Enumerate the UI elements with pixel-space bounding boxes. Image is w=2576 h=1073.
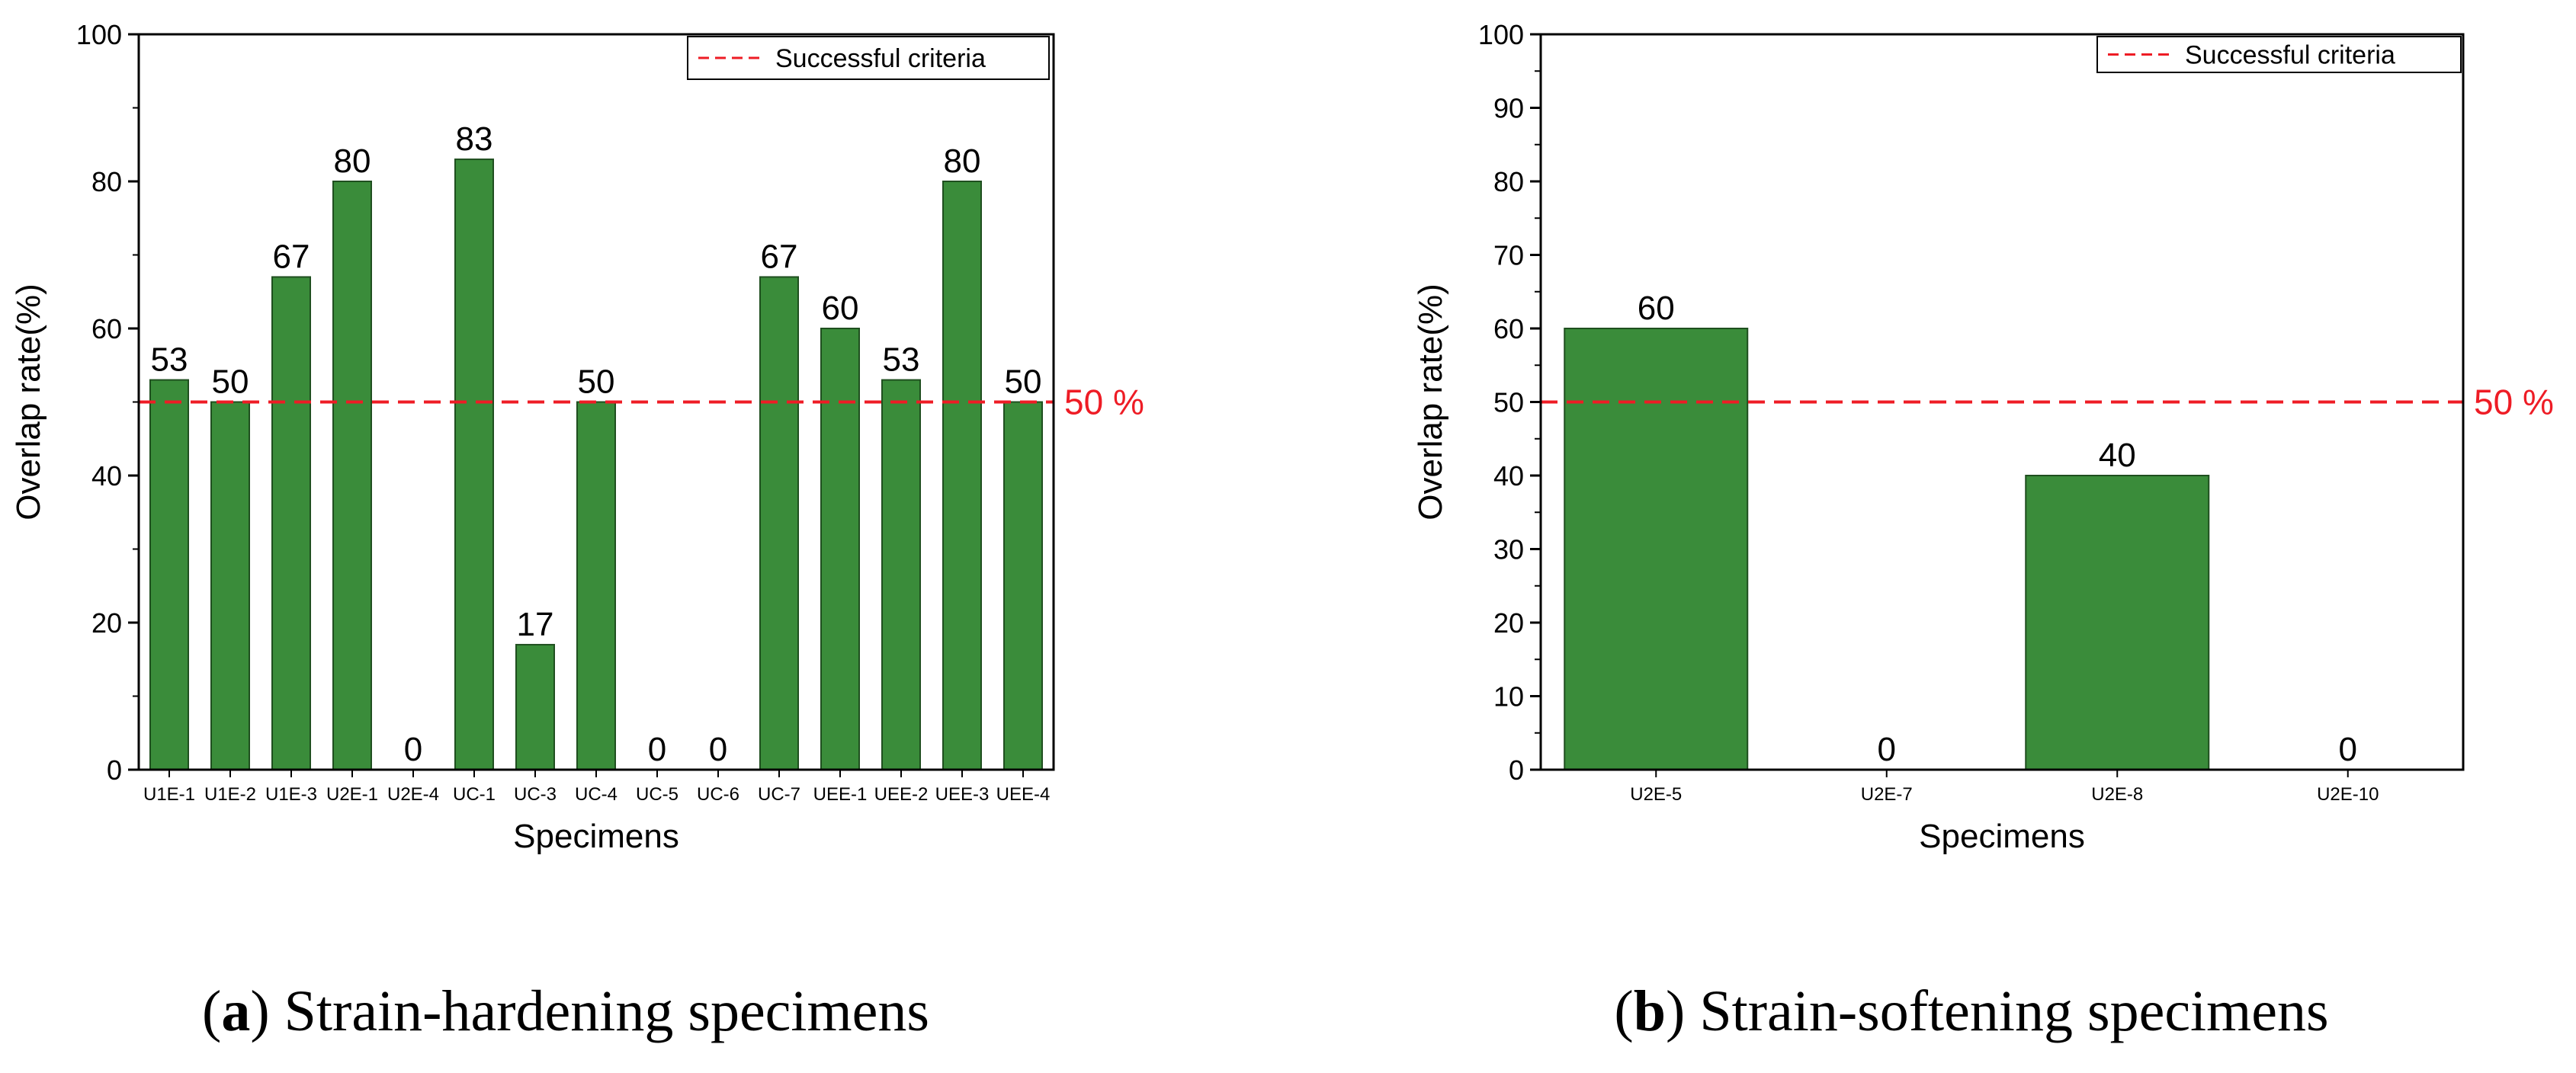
x-tick-label: UEE-4 xyxy=(996,784,1051,805)
y-tick-label: 40 xyxy=(1493,460,1524,492)
value-label: 50 xyxy=(1005,364,1042,401)
bar-uc-3 xyxy=(515,643,555,771)
y-tick-label: 30 xyxy=(1493,534,1524,565)
y-tick-label: 0 xyxy=(107,754,122,786)
value-label: 67 xyxy=(273,238,310,275)
panel-a: 53 50 67 80 0 83 17 50 0 0 67 60 53 80 50 50 % 0 20 40 60 80… xyxy=(10,19,1144,1043)
caption-paren-close: ) xyxy=(250,979,284,1043)
value-label: 53 xyxy=(151,341,188,379)
y-tick-label: 90 xyxy=(1493,93,1524,124)
value-label: 0 xyxy=(1878,731,1896,768)
x-tick-label: UC-4 xyxy=(575,784,618,805)
bar-u2e-1 xyxy=(332,181,372,770)
y-tick-label: 100 xyxy=(76,19,122,50)
x-tick-label: UC-1 xyxy=(453,784,496,805)
value-label: 50 xyxy=(578,364,615,401)
x-axis-title: Specimens xyxy=(513,818,679,855)
y-tick-label: 50 xyxy=(1493,387,1524,418)
caption-text: Strain-softening specimens xyxy=(1699,979,2328,1043)
value-label: 53 xyxy=(883,341,920,379)
value-label: 80 xyxy=(944,143,981,180)
x-tick-label: U2E-1 xyxy=(326,784,378,805)
y-tick-label: 60 xyxy=(91,313,122,344)
x-axis-title: Specimens xyxy=(1919,818,2085,855)
value-label: 0 xyxy=(2339,731,2357,768)
value-label: 0 xyxy=(404,731,422,768)
panel-b: 60 0 40 0 50 % 0 10 20 30 40 50 60 70 80 90 100 U2E-5 U2E… xyxy=(1412,19,2554,1043)
x-tick-label: U1E-1 xyxy=(143,784,195,805)
x-tick-label: U2E-10 xyxy=(2317,784,2379,805)
caption-letter: b xyxy=(1634,979,1666,1043)
y-tick-label: 40 xyxy=(91,460,122,492)
y-tick-label: 60 xyxy=(1493,313,1524,344)
bar-uc-7 xyxy=(759,276,799,770)
y-tick-label: 80 xyxy=(91,166,122,197)
y-tick-label: 70 xyxy=(1493,240,1524,271)
caption-paren-open: ( xyxy=(202,979,221,1043)
bar-u1e-3 xyxy=(271,276,311,770)
panel-caption: (b) Strain-softening specimens xyxy=(1614,979,2328,1043)
y-tick-label: 0 xyxy=(1509,754,1524,786)
y-tick-label: 20 xyxy=(91,607,122,639)
bar-u2e-8 xyxy=(2025,475,2210,770)
value-label: 0 xyxy=(648,731,666,768)
x-tick-label: UC-3 xyxy=(514,784,557,805)
criteria-label: 50 % xyxy=(2474,383,2554,422)
caption-paren-open: ( xyxy=(1614,979,1633,1043)
x-tick-label: U2E-4 xyxy=(387,784,439,805)
bar-uc-1 xyxy=(454,159,494,771)
x-tick-label: U2E-8 xyxy=(2091,784,2143,805)
value-label: 80 xyxy=(334,143,371,180)
x-tick-label: U1E-2 xyxy=(204,784,256,805)
value-label: 17 xyxy=(517,606,554,643)
bar-uee-3 xyxy=(942,181,982,770)
value-label: 83 xyxy=(456,120,493,158)
legend-label: Successful criteria xyxy=(2185,41,2395,70)
bar-u1e-2 xyxy=(210,401,250,770)
value-label: 50 xyxy=(212,364,249,401)
bar-uee-4 xyxy=(1003,401,1043,770)
value-label: 67 xyxy=(761,238,798,275)
x-tick-label: UC-7 xyxy=(758,784,800,805)
x-tick-label: UEE-3 xyxy=(935,784,990,805)
bar-u1e-1 xyxy=(149,379,189,770)
bar-uee-1 xyxy=(820,328,860,770)
value-label: 60 xyxy=(822,290,859,327)
x-tick-label: UEE-1 xyxy=(813,784,868,805)
caption-letter: a xyxy=(221,979,250,1043)
x-tick-label: U2E-7 xyxy=(1861,784,1913,805)
legend-box xyxy=(2096,36,2462,73)
bar-uee-2 xyxy=(881,379,921,770)
value-label: 0 xyxy=(709,731,727,768)
x-tick-label: UC-5 xyxy=(636,784,678,805)
y-tick-label: 80 xyxy=(1493,166,1524,197)
y-axis-title: Overlap rate(%) xyxy=(10,283,47,520)
legend-box xyxy=(687,36,1050,80)
value-label: 40 xyxy=(2099,437,2136,474)
panel-caption: (a) Strain-hardening specimens xyxy=(202,979,929,1043)
x-tick-label: U1E-3 xyxy=(265,784,317,805)
criteria-label: 50 % xyxy=(1064,383,1144,422)
y-tick-label: 10 xyxy=(1493,681,1524,713)
legend-label: Successful criteria xyxy=(775,44,986,73)
bar-uc-4 xyxy=(576,401,616,770)
y-tick-label: 20 xyxy=(1493,607,1524,639)
x-tick-label: U2E-5 xyxy=(1630,784,1682,805)
caption-text: Strain-hardening specimens xyxy=(284,979,929,1043)
x-tick-label: UEE-2 xyxy=(874,784,929,805)
y-axis-title: Overlap rate(%) xyxy=(1412,283,1449,520)
caption-paren-close: ) xyxy=(1666,979,1699,1043)
value-label: 60 xyxy=(1638,290,1675,327)
bar-u2e-5 xyxy=(1564,328,1749,770)
x-tick-label: UC-6 xyxy=(697,784,739,805)
y-tick-label: 100 xyxy=(1478,19,1524,50)
